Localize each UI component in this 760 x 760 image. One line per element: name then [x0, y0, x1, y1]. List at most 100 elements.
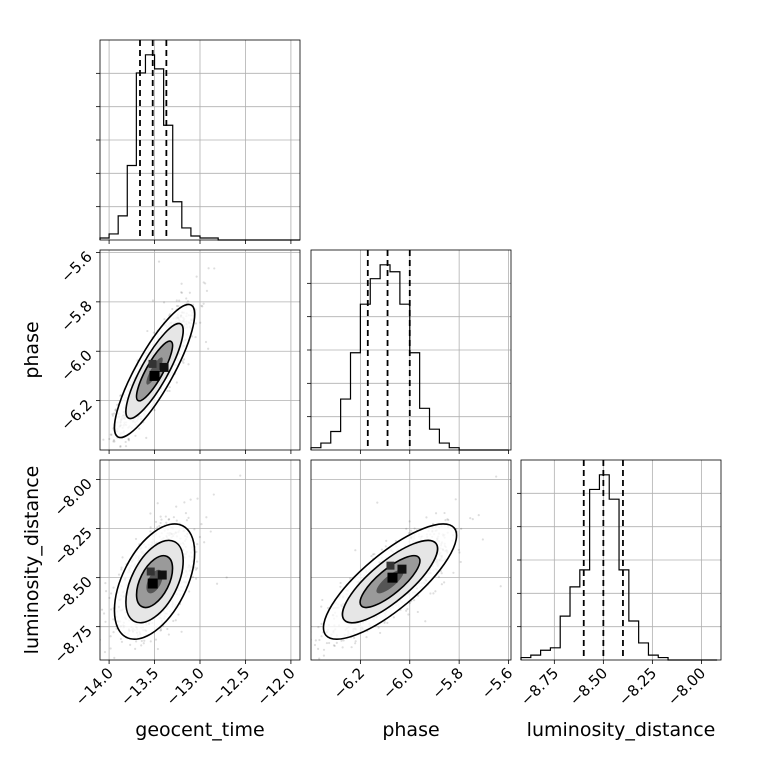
- sample-point: [317, 625, 320, 629]
- sample-point: [178, 299, 181, 302]
- sample-point: [457, 548, 460, 551]
- sample-point: [166, 627, 169, 631]
- sample-point: [158, 524, 161, 528]
- sample-point: [111, 413, 114, 416]
- sample-point: [342, 639, 345, 642]
- y-axis-title-phase: phase: [21, 321, 43, 378]
- sample-point: [162, 301, 166, 304]
- sample-point: [109, 608, 113, 611]
- sample-point: [109, 635, 112, 638]
- sample-point: [194, 577, 198, 580]
- sample-point: [112, 440, 115, 443]
- sample-point: [127, 437, 130, 440]
- sample-point: [159, 521, 162, 525]
- sample-point: [167, 633, 170, 636]
- sample-point: [204, 340, 208, 344]
- sample-point: [100, 608, 104, 611]
- sample-point: [168, 313, 171, 316]
- histogram-luminosity_distance: [517, 459, 722, 664]
- sample-point: [159, 629, 162, 632]
- sample-point: [322, 648, 326, 651]
- histogram-step: [520, 474, 718, 661]
- sample-point: [207, 267, 210, 270]
- histogram-phase: [307, 249, 512, 454]
- pair-geocent_time-luminosity_distance: [96, 459, 301, 664]
- x-tick-label: −13.0: [163, 664, 208, 709]
- sample-point: [215, 582, 219, 585]
- density-peak-cell: [387, 572, 398, 583]
- sample-point: [353, 636, 356, 639]
- sample-point: [377, 626, 380, 629]
- sample-point: [301, 611, 303, 613]
- sample-point: [166, 389, 169, 393]
- sample-point: [168, 386, 171, 389]
- sample-point: [199, 321, 202, 324]
- sample-point: [202, 302, 205, 305]
- sample-point: [190, 335, 194, 338]
- sample-point: [440, 572, 443, 575]
- sample-point: [120, 566, 123, 569]
- sample-point: [174, 619, 177, 622]
- histogram-frame: [310, 249, 512, 451]
- sample-point: [432, 592, 435, 595]
- sample-point: [184, 512, 188, 515]
- sample-point: [452, 571, 455, 574]
- sample-point: [406, 607, 409, 611]
- sample-point: [410, 529, 413, 532]
- sample-point: [443, 581, 446, 584]
- sample-point: [335, 641, 338, 644]
- sample-point: [379, 631, 382, 635]
- sample-point: [181, 360, 184, 363]
- sample-point: [376, 501, 379, 504]
- sample-point: [193, 566, 196, 569]
- sample-point: [384, 545, 387, 548]
- sample-point: [175, 304, 179, 308]
- sample-point: [198, 535, 202, 539]
- sample-point: [341, 646, 344, 649]
- sample-point: [425, 516, 428, 519]
- sample-point: [354, 549, 357, 552]
- sample-point: [302, 636, 304, 638]
- sample-point: [87, 456, 89, 458]
- sample-point: [157, 260, 161, 263]
- sample-point: [188, 291, 191, 294]
- sample-point: [407, 531, 411, 535]
- sample-point: [416, 610, 419, 614]
- sample-point: [154, 638, 158, 641]
- sample-point: [171, 307, 174, 311]
- sample-point: [194, 335, 197, 339]
- sample-point: [149, 526, 152, 529]
- x-tick-label: −5.8: [428, 664, 466, 702]
- y-tick-label: −8.75: [51, 622, 96, 667]
- sample-point: [339, 585, 342, 588]
- sample-point: [134, 434, 137, 437]
- sample-point: [417, 594, 420, 597]
- sample-point: [320, 605, 323, 608]
- sample-point: [172, 516, 175, 519]
- y-tick-label: −5.8: [57, 297, 95, 335]
- x-tick-label: −8.50: [566, 664, 611, 709]
- x-tick-label: −8.25: [615, 664, 660, 709]
- sample-point: [320, 622, 323, 626]
- sample-point: [203, 541, 206, 544]
- sample-point: [175, 381, 178, 384]
- sample-point: [120, 640, 124, 643]
- sample-point: [370, 554, 373, 558]
- sample-point: [332, 644, 336, 647]
- sample-point: [177, 304, 180, 308]
- sample-point: [408, 520, 411, 523]
- sample-point: [429, 592, 432, 595]
- sample-point: [175, 519, 178, 522]
- sample-point: [108, 437, 111, 441]
- sample-point: [434, 590, 437, 593]
- sample-point: [325, 641, 329, 645]
- sample-point: [138, 427, 141, 430]
- sample-point: [152, 331, 155, 334]
- sample-point: [204, 282, 207, 285]
- sample-point: [202, 281, 205, 284]
- sample-point: [454, 498, 457, 501]
- sample-point: [205, 289, 209, 292]
- sample-point: [318, 638, 321, 642]
- sample-point: [458, 551, 461, 554]
